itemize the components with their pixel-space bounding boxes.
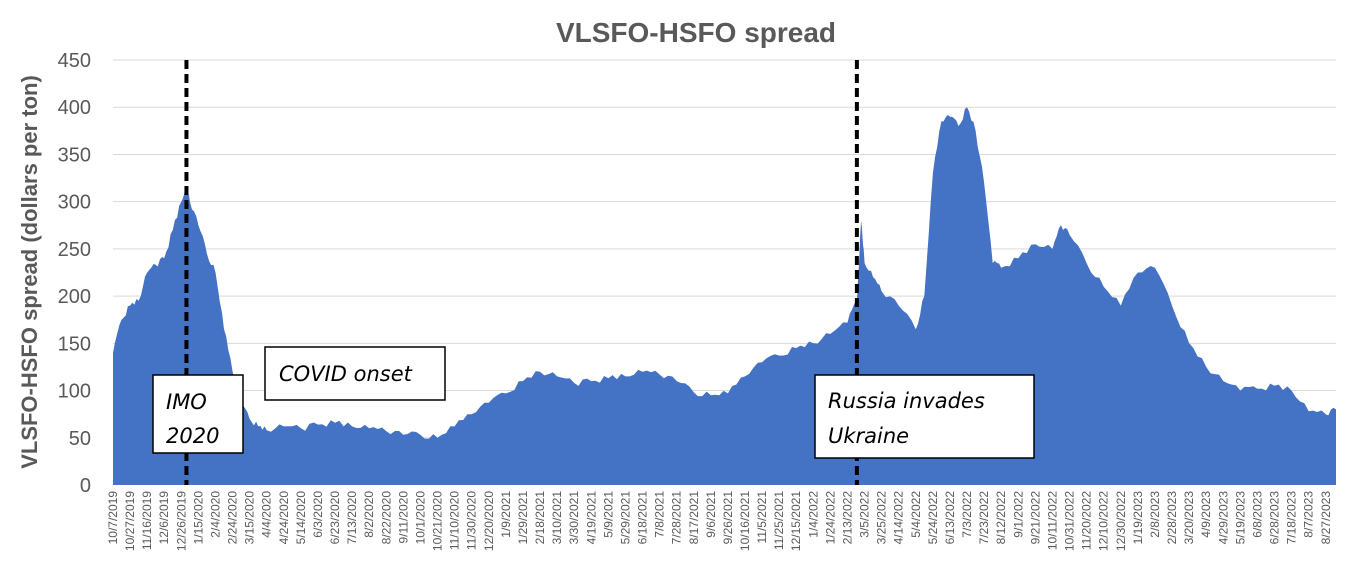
- x-tick-label: 1/19/2023: [1131, 491, 1145, 545]
- x-tick-label: 7/8/2021: [653, 491, 667, 538]
- x-tick-label: 3/20/2023: [1182, 491, 1196, 545]
- x-tick-label: 5/29/2021: [618, 491, 632, 545]
- x-tick-label: 7/13/2020: [345, 491, 359, 545]
- y-axis-ticks: 0 50 100 150 200 250 300 350 400 450: [58, 50, 91, 497]
- x-tick-label: 5/19/2023: [1233, 491, 1247, 545]
- x-tick-label: 9/6/2021: [704, 491, 718, 538]
- covid-annotation-box: [264, 346, 446, 401]
- x-tick-label: 7/23/2022: [977, 491, 991, 545]
- x-tick-label: 1/15/2020: [191, 491, 205, 545]
- x-tick-label: 7/18/2023: [1285, 491, 1299, 545]
- x-tick-label: 4/19/2021: [584, 491, 598, 545]
- x-tick-label: 3/25/2022: [875, 491, 889, 545]
- y-axis-label: VLSFO-HSFO spread (dollars per ton): [17, 75, 42, 469]
- x-tick-label: 6/18/2021: [636, 491, 650, 545]
- x-tick-label: 1/29/2021: [516, 491, 530, 545]
- imo-annotation: IMO 2020: [152, 374, 244, 454]
- x-tick-label: 3/15/2020: [243, 491, 257, 545]
- x-tick-label: 10/27/2019: [123, 491, 137, 551]
- x-tick-label: 2/4/2020: [209, 491, 223, 538]
- x-tick-label: 4/4/2020: [260, 491, 274, 538]
- x-tick-label: 8/2/2020: [362, 491, 376, 538]
- x-tick-label: 3/5/2022: [858, 491, 872, 538]
- x-tick-label: 12/10/2022: [1097, 491, 1111, 551]
- x-tick-label: 5/9/2021: [601, 491, 615, 538]
- x-tick-label: 10/31/2022: [1063, 491, 1077, 551]
- x-tick-label: 8/12/2022: [994, 491, 1008, 545]
- x-tick-label: 10/16/2021: [738, 491, 752, 551]
- imo-annotation-line1: IMO: [166, 390, 207, 414]
- x-tick-label: 11/30/2020: [465, 491, 479, 550]
- y-tick-label: 400: [58, 97, 91, 119]
- x-tick-label: 2/13/2022: [841, 491, 855, 545]
- x-tick-label: 4/24/2020: [277, 491, 291, 545]
- x-tick-label: 12/20/2020: [482, 491, 496, 551]
- x-tick-label: 10/1/2020: [414, 491, 428, 545]
- x-tick-label: 8/7/2023: [1302, 491, 1316, 538]
- x-tick-label: 12/30/2022: [1114, 491, 1128, 551]
- x-tick-label: 7/28/2021: [670, 491, 684, 545]
- x-tick-label: 2/28/2023: [1165, 491, 1179, 545]
- x-tick-label: 5/4/2022: [909, 491, 923, 538]
- y-tick-label: 150: [58, 333, 91, 355]
- x-tick-label: 5/24/2022: [926, 491, 940, 545]
- x-tick-label: 11/25/2021: [772, 491, 786, 550]
- y-tick-label: 0: [80, 475, 91, 497]
- x-axis-ticks: 10/7/2019 10/27/2019 11/16/2019 12/6/2019 12…: [106, 491, 1333, 551]
- x-tick-label: 11/5/2021: [755, 491, 769, 544]
- x-tick-label: 1/4/2022: [806, 491, 820, 538]
- x-tick-label: 9/11/2020: [396, 491, 410, 544]
- x-tick-label: 9/26/2021: [721, 491, 735, 545]
- x-tick-label: 7/3/2022: [960, 491, 974, 538]
- x-tick-label: 11/16/2019: [140, 491, 154, 550]
- x-tick-label: 12/26/2019: [174, 491, 188, 551]
- y-tick-label: 250: [58, 239, 91, 261]
- x-tick-label: 10/21/2020: [431, 491, 445, 551]
- x-tick-label: 5/14/2020: [294, 491, 308, 545]
- x-tick-label: 2/24/2020: [226, 491, 240, 545]
- y-tick-label: 350: [58, 144, 91, 166]
- x-tick-label: 2/18/2021: [533, 491, 547, 545]
- x-tick-label: 8/17/2021: [687, 491, 701, 545]
- x-tick-label: 2/8/2023: [1148, 491, 1162, 538]
- x-tick-label: 8/22/2020: [379, 491, 393, 545]
- y-tick-label: 100: [58, 381, 91, 403]
- x-tick-label: 1/24/2022: [823, 491, 837, 545]
- x-tick-label: 4/29/2023: [1216, 491, 1230, 545]
- x-tick-label: 10/7/2019: [106, 491, 120, 545]
- covid-annotation-text: COVID onset: [279, 362, 413, 386]
- x-tick-label: 10/11/2022: [1046, 491, 1060, 550]
- x-tick-label: 8/27/2023: [1319, 491, 1333, 545]
- x-tick-label: 12/6/2019: [157, 491, 171, 545]
- imo-annotation-box: [152, 374, 244, 454]
- x-tick-label: 6/23/2020: [328, 491, 342, 545]
- russia-annotation-box: [814, 374, 1035, 459]
- x-tick-label: 9/1/2022: [1011, 491, 1025, 538]
- x-tick-label: 9/21/2022: [1028, 491, 1042, 545]
- russia-annotation: Russia invades Ukraine: [814, 374, 1035, 459]
- chart-title: VLSFO-HSFO spread: [556, 17, 836, 48]
- x-tick-label: 6/28/2023: [1268, 491, 1282, 545]
- x-tick-label: 3/10/2021: [550, 491, 564, 545]
- imo-annotation-line2: 2020: [166, 424, 219, 448]
- x-tick-label: 6/3/2020: [311, 491, 325, 538]
- russia-annotation-line2: Ukraine: [828, 424, 909, 448]
- x-tick-label: 1/9/2021: [499, 491, 513, 538]
- x-tick-label: 3/30/2021: [567, 491, 581, 545]
- y-tick-label: 450: [58, 50, 91, 72]
- x-tick-label: 12/15/2021: [789, 491, 803, 551]
- y-tick-label: 50: [69, 428, 91, 450]
- x-tick-label: 6/8/2023: [1250, 491, 1264, 538]
- x-tick-label: 6/13/2022: [943, 491, 957, 545]
- x-tick-label: 4/9/2023: [1199, 491, 1213, 538]
- x-tick-label: 4/14/2022: [892, 491, 906, 545]
- y-tick-label: 300: [58, 192, 91, 214]
- russia-annotation-line1: Russia invades: [828, 389, 985, 413]
- x-tick-label: 11/20/2022: [1080, 491, 1094, 550]
- covid-annotation: COVID onset: [264, 346, 446, 401]
- x-tick-label: 11/10/2020: [448, 491, 462, 550]
- y-tick-label: 200: [58, 286, 91, 308]
